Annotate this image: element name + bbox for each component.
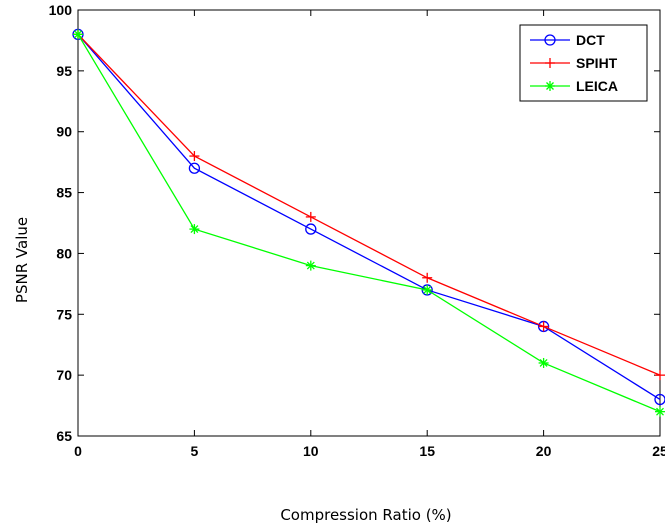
legend-item: SPIHT: [530, 55, 618, 71]
data-point-marker: [655, 370, 665, 381]
data-point-marker: [422, 284, 433, 295]
data-point-marker: [305, 223, 317, 235]
data-point-marker: [422, 272, 433, 283]
x-tick-label: 10: [303, 443, 319, 459]
legend-label: SPIHT: [576, 55, 618, 71]
series-line: [77, 34, 661, 413]
data-point-marker: [654, 393, 665, 406]
data-point-marker: [73, 29, 83, 40]
data-point-marker: [655, 406, 665, 417]
legend-item: DCT: [530, 32, 605, 48]
y-tick-label: 80: [56, 245, 72, 261]
y-tick-label: 85: [56, 185, 72, 201]
data-point-marker: [545, 58, 555, 68]
data-point-marker: [189, 151, 200, 162]
y-tick-label: 65: [56, 428, 72, 444]
data-point-marker: [188, 162, 201, 174]
x-tick-label: 0: [74, 443, 82, 459]
series-layer: [72, 28, 665, 417]
legend: DCT SPIHT LEICA: [519, 24, 648, 102]
x-tick-label: 25: [652, 443, 665, 459]
legend-label: LEICA: [576, 78, 618, 94]
x-tick-label: 15: [419, 443, 435, 459]
y-axis-label: PSNR Value: [13, 217, 31, 303]
data-point-marker: [538, 321, 549, 332]
y-tick-label: 70: [56, 367, 72, 383]
x-tick-label: 5: [191, 443, 199, 459]
data-point-marker: [305, 260, 316, 271]
data-point-marker: [538, 357, 549, 368]
series-line: [77, 33, 661, 376]
series-leica: [73, 29, 665, 417]
data-point-marker: [189, 224, 200, 235]
y-tick-label: 95: [56, 63, 72, 79]
y-tick-label: 90: [56, 124, 72, 140]
y-tick-label: 100: [49, 2, 73, 18]
data-point-marker: [305, 211, 316, 222]
data-point-marker: [544, 34, 556, 46]
x-axis-label: Compression Ratio (%): [280, 506, 451, 524]
data-point-marker: [545, 81, 555, 91]
legend-item: LEICA: [530, 78, 618, 94]
legend-label: DCT: [576, 32, 605, 48]
y-tick-label: 75: [56, 306, 72, 322]
x-tick-label: 20: [536, 443, 552, 459]
axis-ticks: 0 5 10 15 20 25 65 70 75 80 85 90 95 100: [49, 2, 665, 459]
series-line: [77, 33, 661, 401]
